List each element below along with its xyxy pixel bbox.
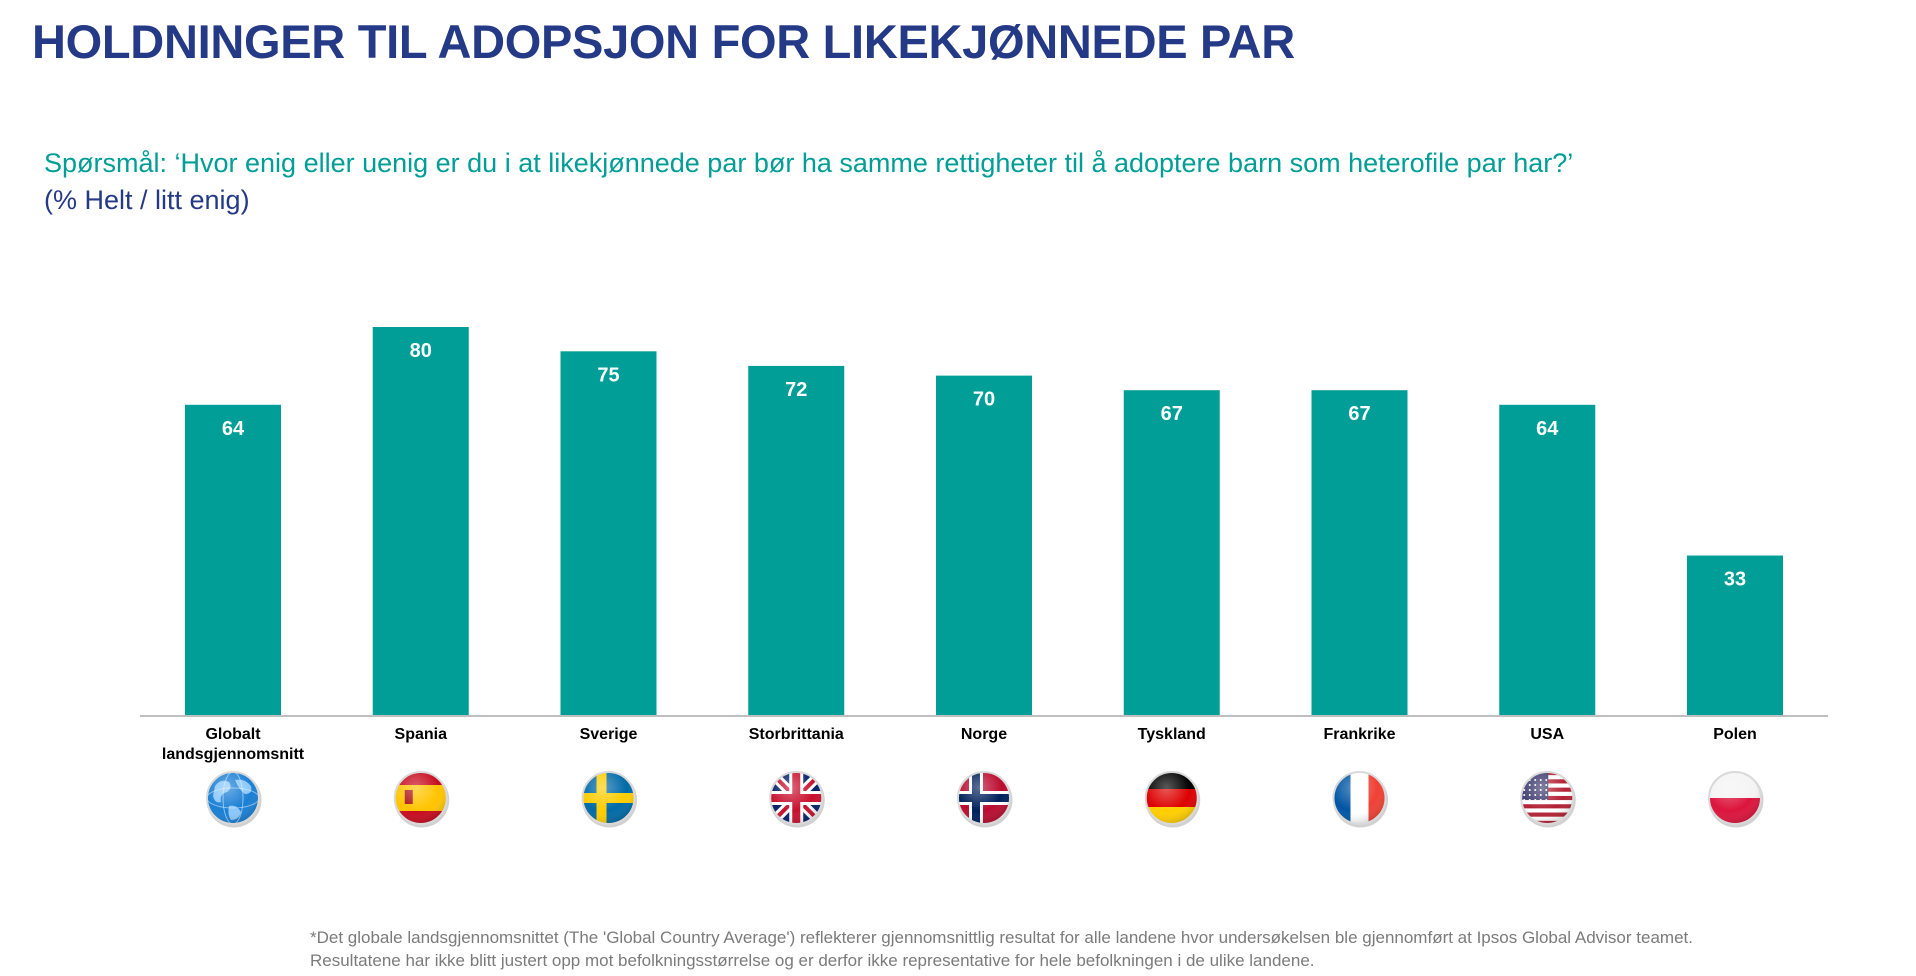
usa-flag-icon xyxy=(1520,771,1576,828)
germany-flag-icon xyxy=(1144,771,1201,828)
bar-3 xyxy=(748,365,845,716)
bar-1 xyxy=(372,327,469,716)
measure-label: (% Helt / litt enig) xyxy=(44,185,250,215)
bar-4 xyxy=(936,375,1032,716)
france-flag-icon xyxy=(1332,771,1388,828)
bar-value-label: 67 xyxy=(1161,403,1183,425)
bar-chart: 64 80 75 72 70 67 67 64 33 Globalt landsgjennomsn… xyxy=(140,327,1828,828)
category-label: Spania xyxy=(395,726,448,743)
category-label: Frankrike xyxy=(1323,726,1395,743)
category-label: USA xyxy=(1530,726,1564,743)
bar-value-label: 75 xyxy=(597,364,619,386)
bar-value-label: 72 xyxy=(785,379,807,401)
category-label: Polen xyxy=(1713,726,1757,743)
bar-8 xyxy=(1687,555,1783,716)
globe-icon xyxy=(206,771,262,828)
spain-flag-icon xyxy=(393,771,450,828)
category-label: Norge xyxy=(961,726,1007,743)
bar-value-label: 67 xyxy=(1348,403,1370,425)
bar-value-label: 64 xyxy=(1536,418,1559,440)
bar-value-label: 80 xyxy=(410,340,432,362)
footnote: *Det globale landsgjennomsnittet (The 'G… xyxy=(310,928,1693,970)
bar-0 xyxy=(185,404,281,716)
bar-value-label: 70 xyxy=(973,389,995,411)
bar-6 xyxy=(1311,390,1408,716)
sweden-flag-icon xyxy=(581,771,637,828)
category-label: Globalt landsgjennomsnitt xyxy=(162,726,305,763)
page-title: HOLDNINGER TIL ADOPSJON FOR LIKEKJØNNEDE… xyxy=(32,15,1295,68)
norway-flag-icon xyxy=(957,771,1013,828)
bar-value-label: 33 xyxy=(1724,569,1746,591)
uk-flag-icon xyxy=(769,771,825,828)
bar-2 xyxy=(560,351,657,716)
poland-flag-icon xyxy=(1708,771,1764,828)
survey-question: Spørsmål: ‘Hvor enig eller uenig er du i… xyxy=(44,148,1574,178)
bar-5 xyxy=(1123,390,1220,716)
category-label: Sverige xyxy=(580,726,638,743)
category-label: Storbrittania xyxy=(749,726,844,743)
bar-value-label: 64 xyxy=(222,418,245,440)
category-label: Tyskland xyxy=(1138,726,1206,743)
bar-7 xyxy=(1499,404,1596,716)
